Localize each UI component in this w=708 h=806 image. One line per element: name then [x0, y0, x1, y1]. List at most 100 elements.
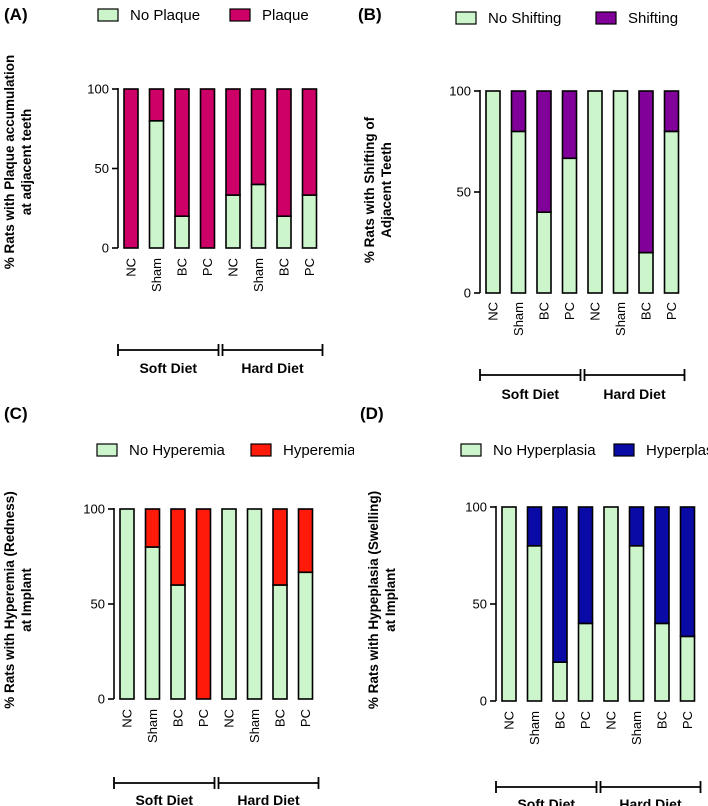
chart-svg: (D) No Hyperplasia Hyperplasia 0 50 100 NC Sham… — [360, 404, 708, 806]
y-tick-label: 100 — [449, 84, 471, 99]
panel-label: (C) — [4, 404, 28, 423]
category-label: BC — [553, 711, 568, 729]
bar-segment — [297, 571, 314, 700]
bar-segment — [225, 88, 241, 196]
bar-segment — [199, 88, 216, 249]
legend-label: Plaque — [262, 7, 309, 24]
panel-c-hyperemia-chart: (C) No Hyperemia Hyperemia 0 50 100 NC Sham BC PC… — [0, 403, 354, 806]
y-tick-label: 100 — [465, 500, 487, 515]
panel-a-plaque-chart: (A) No Plaque Plaque 0 50 100 NC Sham BC PC NC Sham… — [0, 0, 354, 403]
y-axis-title-line: at Implant — [19, 568, 34, 632]
category-label: NC — [502, 711, 517, 730]
y-axis-title-line: at adjacent teeth — [19, 109, 34, 216]
bar-segment — [536, 211, 552, 294]
bar-segment — [276, 215, 292, 249]
bar-segment — [612, 90, 629, 294]
bar-segment — [654, 622, 670, 702]
y-axis-title-line: at Implant — [383, 568, 398, 632]
y-tick-label: 50 — [473, 597, 487, 612]
group-label: Soft Diet — [135, 792, 193, 806]
bar-segment — [301, 88, 318, 196]
legend-swatch — [250, 443, 272, 457]
category-label: Sham — [145, 709, 160, 743]
y-tick-label: 0 — [102, 241, 109, 256]
legend-swatch — [613, 443, 635, 457]
legend-label: Hyperemia — [283, 442, 354, 459]
bar-segment — [663, 130, 680, 294]
group-label: Hard Diet — [603, 386, 666, 402]
bar-segment — [526, 545, 543, 702]
bar-segment — [485, 90, 501, 294]
bar-segment — [301, 194, 318, 249]
group-label: Hard Diet — [241, 360, 304, 376]
y-axis-title-line: Adjacent Teeth — [379, 142, 394, 238]
bar-segment — [638, 90, 654, 254]
bar-segment — [628, 506, 645, 547]
category-label: PC — [562, 302, 577, 320]
bar-segment — [603, 506, 619, 702]
bar-segment — [276, 88, 292, 217]
bar-segment — [170, 508, 186, 586]
category-label: Sham — [527, 711, 542, 745]
category-label: NC — [124, 258, 139, 277]
chart-svg: (B) No Shifting Shifting 0 50 100 NC Sham BC PC NC… — [358, 5, 686, 402]
category-label: PC — [200, 258, 215, 276]
category-label: Sham — [511, 302, 526, 336]
category-label: NC — [226, 258, 241, 277]
bar-segment — [170, 584, 186, 700]
category-label: PC — [680, 711, 695, 729]
bar-segment — [174, 215, 190, 249]
legend-swatch — [455, 11, 477, 25]
legend-swatch — [97, 8, 119, 22]
bar-segment — [123, 88, 139, 249]
bar-segment — [561, 157, 578, 294]
y-axis-title-line: % Rats with Shifting of — [362, 116, 377, 263]
bar-segment — [195, 508, 212, 700]
y-axis-title-line: % Rats with Hypeplasia (Swelling) — [366, 491, 381, 709]
bar-segment — [587, 90, 603, 294]
panel-b-shifting-chart: (B) No Shifting Shifting 0 50 100 NC Sham BC PC NC… — [354, 0, 708, 403]
category-label: PC — [578, 711, 593, 729]
bar-segment — [144, 546, 161, 700]
category-label: BC — [537, 302, 552, 320]
category-label: PC — [196, 709, 211, 727]
y-tick-label: 100 — [83, 502, 105, 517]
bar-segment — [250, 88, 267, 186]
panel-label: (B) — [358, 5, 382, 24]
bar-segment — [250, 183, 267, 249]
legend-label: No Shifting — [488, 10, 561, 27]
bar-segment — [144, 508, 161, 548]
legend-label: Shifting — [628, 10, 678, 27]
group-label: Soft Diet — [139, 360, 197, 376]
legend-swatch — [460, 443, 482, 457]
y-tick-label: 0 — [464, 286, 471, 301]
category-label: BC — [639, 302, 654, 320]
legend-swatch — [96, 443, 118, 457]
bar-segment — [679, 506, 696, 638]
bar-segment — [221, 508, 237, 700]
bar-segment — [552, 506, 568, 663]
bar-segment — [561, 90, 578, 160]
category-label: Sham — [251, 258, 266, 292]
y-axis-title: % Rats with Hyperemia (Redness) at Implan… — [2, 491, 34, 709]
panel-d-hyperplasia-chart: (D) No Hyperplasia Hyperplasia 0 50 100 NC Sham… — [354, 403, 708, 806]
category-label: PC — [302, 258, 317, 276]
y-tick-label: 0 — [480, 694, 487, 709]
category-label: NC — [604, 711, 619, 730]
category-label: PC — [664, 302, 679, 320]
group-label: Soft Diet — [501, 386, 559, 402]
bar-segment — [510, 90, 527, 133]
category-label: BC — [171, 709, 186, 727]
bar-segment — [679, 635, 696, 702]
category-label: BC — [175, 258, 190, 276]
bar-segment — [654, 506, 670, 625]
bar-segment — [148, 120, 165, 249]
bar-segment — [526, 506, 543, 547]
y-axis-title-line: % Rats with Plaque accumulation — [2, 55, 17, 270]
bar-segment — [501, 506, 517, 702]
bar-segment — [174, 88, 190, 217]
panel-label: (D) — [360, 404, 384, 423]
y-tick-label: 100 — [87, 82, 109, 97]
group-label: Hard Diet — [619, 796, 682, 806]
legend-label: No Hyperplasia — [493, 442, 596, 459]
